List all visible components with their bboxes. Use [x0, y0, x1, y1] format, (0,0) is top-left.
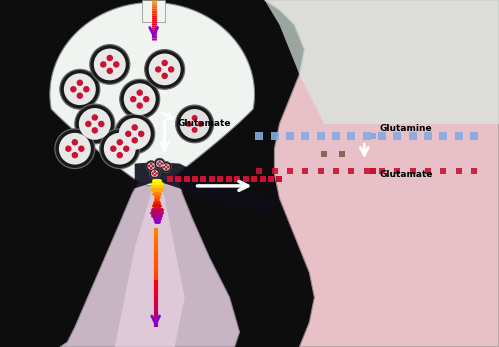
Circle shape — [72, 139, 78, 145]
Circle shape — [192, 127, 198, 133]
Circle shape — [159, 160, 161, 163]
Circle shape — [167, 166, 170, 168]
Circle shape — [116, 152, 123, 158]
Circle shape — [143, 96, 150, 102]
Circle shape — [156, 160, 164, 167]
Circle shape — [107, 68, 113, 74]
Circle shape — [161, 73, 168, 79]
Circle shape — [163, 166, 166, 168]
Circle shape — [198, 121, 204, 127]
Circle shape — [78, 145, 84, 152]
Polygon shape — [142, 0, 165, 22]
Polygon shape — [50, 2, 254, 186]
Circle shape — [131, 124, 138, 130]
Circle shape — [155, 66, 162, 73]
Text: Glutamate: Glutamate — [379, 170, 433, 179]
Circle shape — [138, 130, 145, 137]
Circle shape — [60, 69, 100, 109]
Circle shape — [159, 164, 161, 167]
Circle shape — [161, 60, 168, 66]
Circle shape — [149, 168, 160, 179]
Circle shape — [154, 158, 165, 169]
Circle shape — [65, 145, 72, 152]
Polygon shape — [264, 0, 499, 347]
Circle shape — [150, 167, 153, 169]
Circle shape — [152, 165, 155, 167]
Circle shape — [100, 129, 140, 169]
Circle shape — [146, 161, 157, 171]
Circle shape — [168, 66, 175, 73]
Circle shape — [92, 127, 98, 134]
Circle shape — [72, 152, 78, 158]
Circle shape — [151, 170, 159, 177]
Circle shape — [98, 121, 105, 127]
Circle shape — [180, 109, 210, 139]
Circle shape — [120, 79, 160, 119]
Circle shape — [115, 114, 155, 154]
Circle shape — [92, 114, 98, 121]
Polygon shape — [60, 163, 240, 347]
Circle shape — [176, 105, 214, 143]
Circle shape — [83, 86, 90, 92]
Circle shape — [110, 145, 116, 152]
Circle shape — [163, 163, 170, 171]
Circle shape — [100, 61, 107, 68]
Circle shape — [75, 104, 115, 144]
Polygon shape — [115, 174, 185, 347]
Text: Glutamine: Glutamine — [379, 124, 432, 133]
Circle shape — [55, 129, 95, 169]
Circle shape — [107, 55, 113, 61]
Circle shape — [131, 137, 138, 144]
Circle shape — [136, 102, 143, 109]
Text: Glutamate: Glutamate — [177, 119, 231, 128]
Circle shape — [85, 121, 92, 127]
Circle shape — [123, 145, 129, 152]
Circle shape — [186, 121, 192, 127]
Circle shape — [77, 79, 83, 86]
Circle shape — [104, 133, 136, 164]
Circle shape — [94, 49, 126, 80]
Circle shape — [130, 96, 137, 102]
Polygon shape — [264, 0, 499, 124]
Circle shape — [165, 168, 168, 170]
Circle shape — [90, 45, 130, 84]
Circle shape — [113, 61, 120, 68]
Polygon shape — [135, 163, 274, 213]
Circle shape — [154, 170, 156, 173]
Circle shape — [150, 163, 153, 165]
Circle shape — [154, 174, 156, 177]
Circle shape — [161, 162, 172, 172]
Circle shape — [70, 86, 77, 92]
Circle shape — [152, 172, 154, 175]
Circle shape — [116, 139, 123, 145]
Circle shape — [136, 90, 143, 96]
Circle shape — [145, 50, 185, 89]
Circle shape — [64, 73, 96, 105]
Circle shape — [77, 92, 83, 99]
Circle shape — [119, 118, 151, 150]
Circle shape — [192, 115, 198, 121]
Circle shape — [149, 53, 181, 85]
Circle shape — [124, 83, 156, 115]
Circle shape — [59, 133, 91, 164]
Circle shape — [79, 108, 111, 140]
Circle shape — [156, 172, 158, 175]
Circle shape — [165, 164, 168, 166]
Circle shape — [148, 165, 151, 167]
Circle shape — [160, 162, 163, 165]
Circle shape — [125, 130, 132, 137]
Circle shape — [148, 162, 155, 170]
Circle shape — [156, 162, 159, 165]
